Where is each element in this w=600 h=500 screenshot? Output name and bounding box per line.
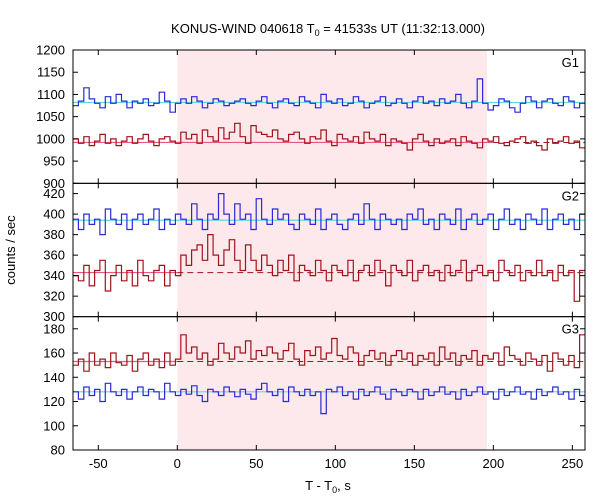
plot-panels: 90095010001050110011501200G1300320340360… (36, 43, 586, 471)
y-tick-label: 80 (51, 443, 65, 458)
y-tick-label: 400 (43, 207, 65, 222)
series-blue-g2 (73, 193, 585, 236)
panel-frame (72, 316, 586, 451)
x-axis-label-subscript: 0 (332, 485, 337, 495)
series-blue-g1 (73, 78, 585, 113)
y-tick-label: 900 (43, 176, 65, 191)
y-tick-label: 320 (43, 289, 65, 304)
series-red-g3 (73, 334, 585, 372)
panel-g1: 900 950 1000 1050 1100 1150 1200 G1 (36, 43, 586, 191)
y-tick-label: 950 (43, 154, 65, 169)
chart-title: KONUS-WIND 040618 T0 = 41533s UT (11:32:… (171, 21, 485, 38)
y-tick-label: 380 (43, 227, 65, 242)
y-tick-label: 160 (43, 346, 65, 361)
x-tick-label: 0 (174, 456, 181, 471)
y-tick-label: 1000 (36, 131, 65, 146)
y-tick-label: 360 (43, 248, 65, 263)
y-tick-label: 1200 (36, 43, 65, 58)
series-red-g2 (73, 234, 585, 302)
series-blue-g3 (73, 382, 585, 415)
chart-title-subscript: 0 (315, 28, 320, 38)
x-tick-label: 250 (562, 456, 584, 471)
panel-label: G2 (562, 188, 579, 203)
y-tick-label: 1100 (37, 87, 65, 102)
y-tick-label: 340 (43, 268, 65, 283)
x-tick-label: 200 (482, 456, 504, 471)
y-tick-label: 120 (43, 394, 65, 409)
series-red-g1 (73, 122, 585, 151)
panel-label: G3 (562, 322, 579, 337)
y-tick-label: 420 (43, 186, 65, 201)
y-axis-label: counts / sec (3, 215, 18, 285)
panel-label: G1 (562, 55, 579, 70)
panel-g3: 80 100 120 140 160 180 G3 (43, 316, 586, 458)
y-tick-label: 1050 (36, 109, 65, 124)
y-tick-label: 1150 (37, 65, 65, 80)
y-tick-label: 300 (43, 309, 65, 324)
y-tick-label: 140 (43, 370, 65, 385)
y-tick-label: 180 (43, 321, 65, 336)
x-tick-label: -50 (89, 456, 108, 471)
y-tick-label: 100 (43, 418, 65, 433)
x-tick-label: 50 (249, 456, 263, 471)
x-axis-label: T - T0, s (305, 478, 351, 495)
x-tick-label: 100 (324, 456, 346, 471)
x-tick-label: 150 (403, 456, 425, 471)
